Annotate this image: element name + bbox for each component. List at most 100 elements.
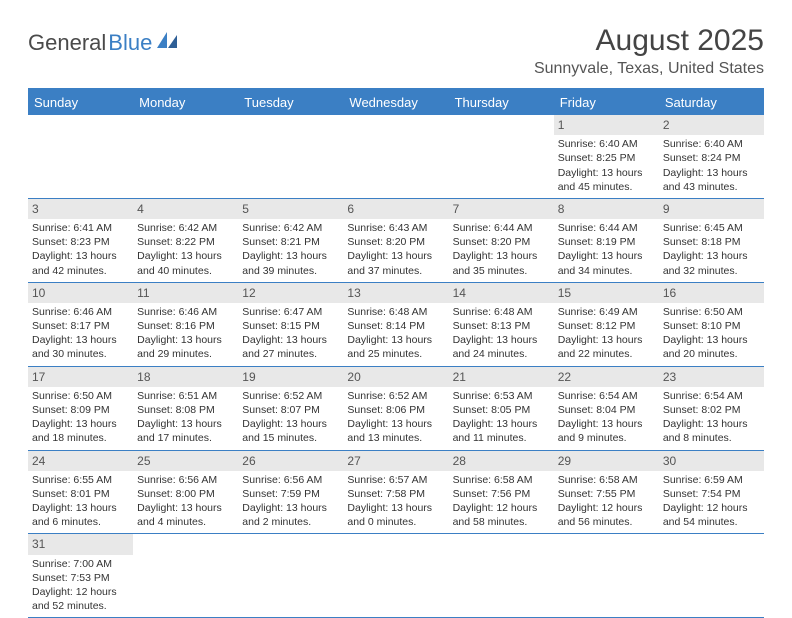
location-label: Sunnyvale, Texas, United States (534, 60, 764, 78)
day-header: Wednesday (343, 89, 448, 115)
daylight-text: Daylight: 13 hours (558, 166, 655, 180)
daylight-text: and 18 minutes. (32, 431, 129, 445)
sunrise-text: Sunrise: 6:41 AM (32, 221, 129, 235)
daylight-text: and 0 minutes. (347, 515, 444, 529)
daylight-text: Daylight: 13 hours (453, 333, 550, 347)
daylight-text: and 56 minutes. (558, 515, 655, 529)
calendar-cell: 21Sunrise: 6:53 AMSunset: 8:05 PMDayligh… (449, 366, 554, 450)
daylight-text: Daylight: 13 hours (558, 417, 655, 431)
page-title: August 2025 (534, 24, 764, 58)
day-number: 11 (133, 283, 238, 303)
sunset-text: Sunset: 7:59 PM (242, 487, 339, 501)
day-number: 5 (238, 199, 343, 219)
sunrise-text: Sunrise: 6:48 AM (347, 305, 444, 319)
calendar-cell: 4Sunrise: 6:42 AMSunset: 8:22 PMDaylight… (133, 198, 238, 282)
sunrise-text: Sunrise: 6:50 AM (32, 389, 129, 403)
sunset-text: Sunset: 7:58 PM (347, 487, 444, 501)
sunset-text: Sunset: 8:09 PM (32, 403, 129, 417)
calendar-cell: 16Sunrise: 6:50 AMSunset: 8:10 PMDayligh… (659, 282, 764, 366)
daylight-text: Daylight: 13 hours (32, 249, 129, 263)
sunrise-text: Sunrise: 6:49 AM (558, 305, 655, 319)
calendar-cell: 30Sunrise: 6:59 AMSunset: 7:54 PMDayligh… (659, 450, 764, 534)
calendar-cell: 9Sunrise: 6:45 AMSunset: 8:18 PMDaylight… (659, 198, 764, 282)
logo-text-2: Blue (108, 30, 152, 56)
day-header: Saturday (659, 89, 764, 115)
calendar-cell: 29Sunrise: 6:58 AMSunset: 7:55 PMDayligh… (554, 450, 659, 534)
daylight-text: Daylight: 13 hours (663, 249, 760, 263)
sunset-text: Sunset: 8:20 PM (453, 235, 550, 249)
sunrise-text: Sunrise: 6:52 AM (347, 389, 444, 403)
daylight-text: and 13 minutes. (347, 431, 444, 445)
calendar-row: 31Sunrise: 7:00 AMSunset: 7:53 PMDayligh… (28, 534, 764, 618)
daylight-text: and 42 minutes. (32, 264, 129, 278)
day-header: Sunday (28, 89, 133, 115)
day-number: 18 (133, 367, 238, 387)
sunset-text: Sunset: 8:00 PM (137, 487, 234, 501)
day-number: 23 (659, 367, 764, 387)
sunrise-text: Sunrise: 6:44 AM (453, 221, 550, 235)
calendar-cell (28, 115, 133, 198)
day-number: 26 (238, 451, 343, 471)
daylight-text: and 9 minutes. (558, 431, 655, 445)
daylight-text: Daylight: 13 hours (558, 333, 655, 347)
daylight-text: Daylight: 13 hours (242, 333, 339, 347)
day-number: 21 (449, 367, 554, 387)
calendar-cell: 11Sunrise: 6:46 AMSunset: 8:16 PMDayligh… (133, 282, 238, 366)
day-number: 16 (659, 283, 764, 303)
calendar-cell: 8Sunrise: 6:44 AMSunset: 8:19 PMDaylight… (554, 198, 659, 282)
sunrise-text: Sunrise: 6:50 AM (663, 305, 760, 319)
day-header: Tuesday (238, 89, 343, 115)
sunrise-text: Sunrise: 6:56 AM (137, 473, 234, 487)
sunrise-text: Sunrise: 6:54 AM (558, 389, 655, 403)
sunset-text: Sunset: 8:01 PM (32, 487, 129, 501)
sunset-text: Sunset: 7:53 PM (32, 571, 129, 585)
sunrise-text: Sunrise: 6:42 AM (242, 221, 339, 235)
sunset-text: Sunset: 8:15 PM (242, 319, 339, 333)
calendar-cell: 24Sunrise: 6:55 AMSunset: 8:01 PMDayligh… (28, 450, 133, 534)
day-number: 9 (659, 199, 764, 219)
sunset-text: Sunset: 8:13 PM (453, 319, 550, 333)
day-number: 10 (28, 283, 133, 303)
calendar-cell: 3Sunrise: 6:41 AMSunset: 8:23 PMDaylight… (28, 198, 133, 282)
daylight-text: Daylight: 13 hours (663, 166, 760, 180)
sunrise-text: Sunrise: 6:59 AM (663, 473, 760, 487)
sunrise-text: Sunrise: 6:55 AM (32, 473, 129, 487)
day-number: 14 (449, 283, 554, 303)
sunrise-text: Sunrise: 6:52 AM (242, 389, 339, 403)
daylight-text: and 32 minutes. (663, 264, 760, 278)
daylight-text: and 35 minutes. (453, 264, 550, 278)
daylight-text: Daylight: 13 hours (453, 249, 550, 263)
daylight-text: and 27 minutes. (242, 347, 339, 361)
day-header: Friday (554, 89, 659, 115)
day-number: 8 (554, 199, 659, 219)
sunrise-text: Sunrise: 6:40 AM (663, 137, 760, 151)
day-number: 13 (343, 283, 448, 303)
daylight-text: Daylight: 12 hours (32, 585, 129, 599)
calendar-row: 17Sunrise: 6:50 AMSunset: 8:09 PMDayligh… (28, 366, 764, 450)
daylight-text: and 45 minutes. (558, 180, 655, 194)
sunrise-text: Sunrise: 6:51 AM (137, 389, 234, 403)
day-header: Thursday (449, 89, 554, 115)
logo: GeneralBlue (28, 30, 178, 56)
day-number: 24 (28, 451, 133, 471)
calendar-cell (133, 534, 238, 618)
daylight-text: and 4 minutes. (137, 515, 234, 529)
sunset-text: Sunset: 8:19 PM (558, 235, 655, 249)
sunrise-text: Sunrise: 6:48 AM (453, 305, 550, 319)
calendar-cell: 7 Sunrise: 6:44 AMSunset: 8:20 PMDaylight… (449, 198, 554, 282)
calendar-cell: 20Sunrise: 6:52 AMSunset: 8:06 PMDayligh… (343, 366, 448, 450)
sunset-text: Sunset: 8:18 PM (663, 235, 760, 249)
calendar-cell (238, 115, 343, 198)
daylight-text: and 2 minutes. (242, 515, 339, 529)
calendar-body: 1Sunrise: 6:40 AMSunset: 8:25 PMDaylight… (28, 115, 764, 618)
calendar-cell: 22Sunrise: 6:54 AMSunset: 8:04 PMDayligh… (554, 366, 659, 450)
sunrise-text: Sunrise: 6:53 AM (453, 389, 550, 403)
daylight-text: and 54 minutes. (663, 515, 760, 529)
daylight-text: and 37 minutes. (347, 264, 444, 278)
calendar-table: SundayMondayTuesdayWednesdayThursdayFrid… (28, 88, 764, 618)
sunset-text: Sunset: 8:20 PM (347, 235, 444, 249)
calendar-cell: 13Sunrise: 6:48 AMSunset: 8:14 PMDayligh… (343, 282, 448, 366)
day-number: 7 (449, 199, 554, 219)
day-header: Monday (133, 89, 238, 115)
sunset-text: Sunset: 8:25 PM (558, 151, 655, 165)
